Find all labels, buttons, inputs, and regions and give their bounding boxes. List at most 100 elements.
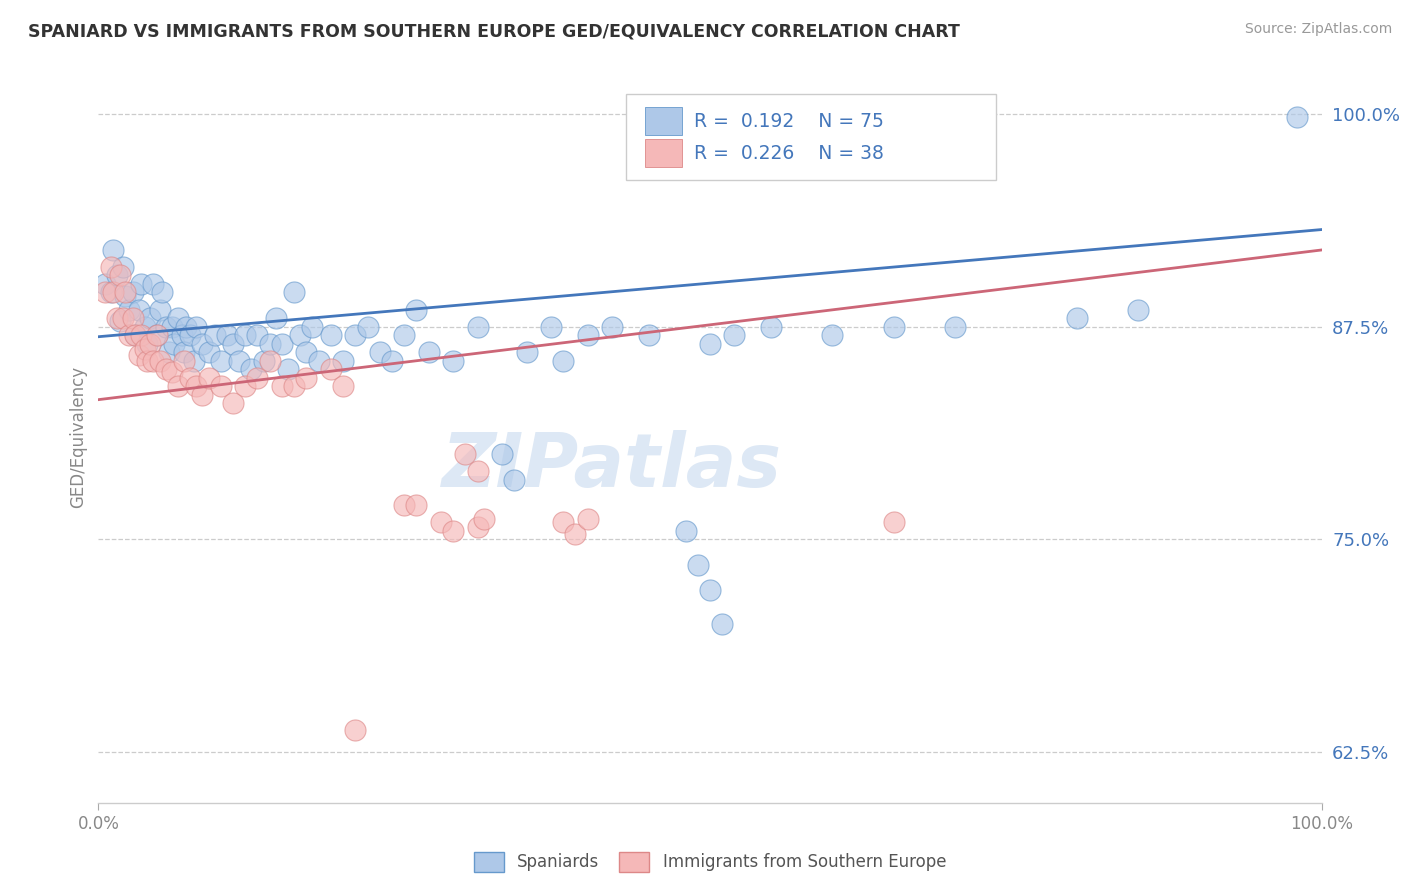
Point [430, 515, 453, 529]
Point [392, 328, 416, 343]
Point [723, 328, 745, 343]
Point [170, 328, 193, 343]
Point [101, 285, 124, 300]
Point [173, 345, 195, 359]
Point [686, 558, 709, 572]
Point [332, 379, 354, 393]
Point [308, 353, 330, 368]
Text: SPANIARD VS IMMIGRANTS FROM SOUTHERN EUROPE GED/EQUIVALENCY CORRELATION CHART: SPANIARD VS IMMIGRANTS FROM SOUTHERN EUR… [28, 22, 960, 40]
Point [553, 353, 575, 368]
Point [100, 260, 122, 274]
Point [105, 311, 128, 326]
Point [197, 345, 219, 359]
Point [183, 353, 205, 368]
Point [454, 447, 477, 461]
Point [142, 277, 165, 291]
Point [124, 328, 146, 343]
Point [259, 336, 281, 351]
Point [179, 370, 201, 384]
Legend: Spaniards, Immigrants from Southern Europe: Spaniards, Immigrants from Southern Euro… [467, 845, 953, 879]
Point [197, 370, 219, 384]
Point [711, 617, 734, 632]
Point [204, 328, 226, 343]
Point [1286, 110, 1309, 124]
Point [564, 527, 586, 541]
Point [146, 328, 169, 343]
Point [290, 328, 312, 343]
Point [515, 345, 537, 359]
Point [93, 277, 115, 291]
Y-axis label: GED/Equivalency: GED/Equivalency [69, 366, 87, 508]
Point [155, 319, 177, 334]
Point [405, 302, 427, 317]
Point [332, 353, 354, 368]
Point [179, 328, 201, 343]
Text: R =  0.192    N = 75: R = 0.192 N = 75 [695, 112, 884, 130]
Point [128, 302, 150, 317]
Point [252, 353, 274, 368]
Point [344, 328, 367, 343]
Point [142, 353, 165, 368]
Point [114, 285, 136, 300]
Point [295, 345, 318, 359]
Point [139, 311, 162, 326]
Point [146, 328, 169, 343]
Text: ZIPatlas: ZIPatlas [441, 430, 782, 503]
Point [576, 328, 599, 343]
Point [155, 362, 177, 376]
Point [222, 336, 245, 351]
Point [259, 353, 281, 368]
Point [157, 345, 180, 359]
Point [472, 512, 495, 526]
Point [675, 524, 697, 538]
Point [167, 311, 190, 326]
Point [111, 311, 134, 326]
Point [209, 379, 232, 393]
Point [110, 314, 132, 328]
Point [270, 379, 294, 393]
Point [167, 379, 190, 393]
FancyBboxPatch shape [645, 139, 682, 167]
Point [186, 379, 208, 393]
Text: Source: ZipAtlas.com: Source: ZipAtlas.com [1244, 22, 1392, 37]
Point [191, 387, 214, 401]
Text: R =  0.226    N = 38: R = 0.226 N = 38 [695, 144, 884, 162]
Point [600, 319, 623, 334]
FancyBboxPatch shape [645, 107, 682, 135]
Point [111, 260, 134, 274]
Point [118, 328, 141, 343]
Point [553, 515, 575, 529]
Point [441, 524, 464, 538]
Point [301, 319, 323, 334]
Point [160, 319, 183, 334]
Point [139, 336, 162, 351]
Point [295, 370, 318, 384]
Point [1128, 302, 1150, 317]
Point [128, 348, 150, 362]
FancyBboxPatch shape [626, 94, 997, 180]
Point [222, 396, 245, 410]
Point [150, 285, 173, 300]
Point [176, 319, 198, 334]
Point [491, 447, 513, 461]
Point [821, 328, 844, 343]
Point [381, 353, 404, 368]
Point [124, 328, 146, 343]
Point [209, 353, 232, 368]
Point [105, 268, 128, 283]
Point [270, 336, 294, 351]
Point [392, 498, 416, 512]
Point [283, 285, 305, 300]
Point [943, 319, 966, 334]
Point [110, 268, 132, 283]
Point [883, 515, 905, 529]
Point [637, 328, 661, 343]
Point [186, 319, 208, 334]
Point [699, 336, 721, 351]
Point [467, 464, 489, 478]
Point [134, 319, 156, 334]
Point [114, 289, 136, 303]
Point [149, 353, 172, 368]
Point [191, 336, 214, 351]
Point [576, 512, 599, 526]
